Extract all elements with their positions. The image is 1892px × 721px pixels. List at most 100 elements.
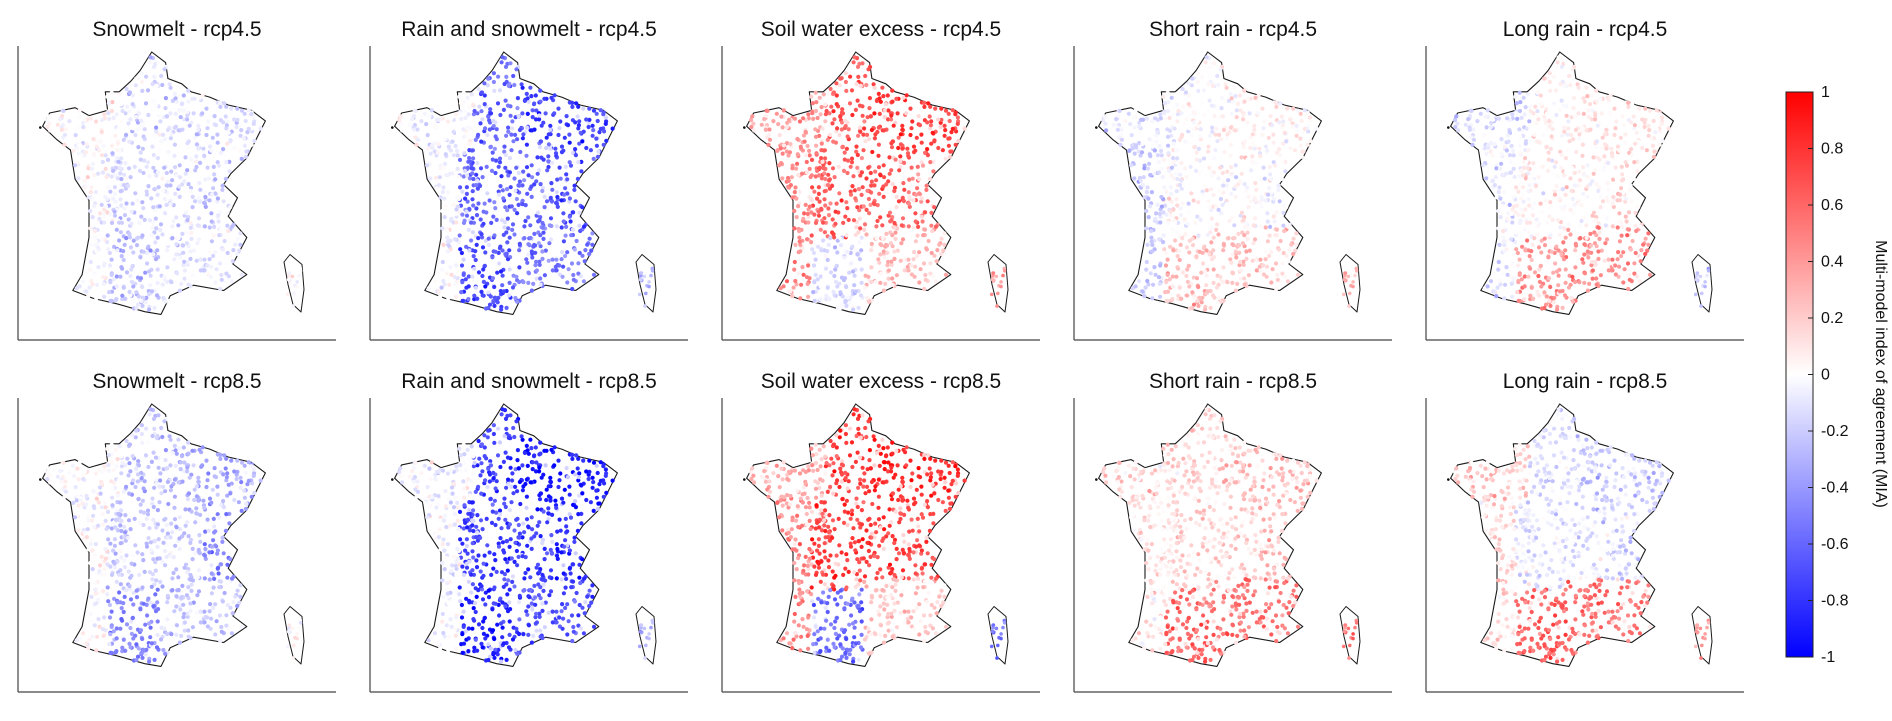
station-point [88,560,93,566]
station-point [178,108,183,113]
station-point [124,201,129,206]
station-point [763,127,769,132]
station-point [538,276,543,281]
station-point [155,267,160,272]
station-point [1492,141,1497,147]
station-point [1606,268,1611,273]
station-point [546,132,551,137]
station-point [214,267,219,272]
station-point [1585,184,1590,189]
station-point [494,217,499,222]
station-point [793,166,799,171]
station-point [157,500,162,505]
station-point [1182,217,1187,222]
station-point [1201,261,1206,266]
station-point [1623,196,1628,201]
station-point [938,124,943,130]
station-point [650,269,655,273]
station-point [1185,209,1190,214]
station-point [1563,267,1568,272]
station-point [880,128,885,133]
station-point [1594,282,1599,287]
station-point [1209,257,1215,262]
station-point [1226,224,1231,229]
station-point [528,128,533,133]
station-point [472,266,477,271]
station-point [1507,129,1512,134]
station-point [129,267,134,272]
station-point [826,242,831,247]
station-point [877,96,882,101]
station-point [1184,245,1190,250]
station-point [150,577,155,582]
station-point [1119,137,1125,142]
station-point [180,583,185,589]
station-point [1207,205,1212,210]
station-point [100,159,105,165]
station-point [1646,133,1651,138]
station-point [878,271,884,276]
station-point [120,293,125,298]
station-point [225,471,230,476]
station-point [1626,100,1631,105]
station-point [1154,139,1159,144]
station-point [831,139,836,144]
station-point [1208,74,1213,79]
station-point [809,94,814,99]
station-point [1242,139,1248,144]
station-point [111,467,116,473]
station-point [759,122,764,127]
station-point [1165,272,1170,277]
station-point [473,285,478,290]
station-point [1497,166,1503,171]
station-point [252,138,257,143]
station-point [461,257,466,262]
station-point [108,280,113,285]
station-point [1706,269,1711,273]
station-point [1159,153,1164,158]
station-point [90,196,95,201]
station-point [1504,148,1509,153]
station-point [1496,190,1501,195]
station-point [1230,280,1235,285]
station-point [817,165,823,170]
station-point [1617,239,1622,244]
station-point [1548,200,1553,205]
station-point [806,294,811,299]
station-point [1481,163,1486,168]
station-point [1164,212,1169,217]
station-point [1522,227,1527,232]
station-point [880,235,885,241]
station-point [894,194,899,199]
station-point [838,290,843,295]
station-point [799,282,804,287]
station-point [413,108,418,113]
station-point [1158,263,1163,268]
station-point [1617,211,1622,216]
station-point [112,209,117,214]
station-point [1641,242,1646,247]
station-point [155,632,160,638]
station-point [117,92,122,97]
station-point [927,176,933,181]
station-point [195,241,200,246]
station-point [989,292,994,297]
station-point [103,194,108,200]
station-point [513,295,518,301]
station-point [239,272,245,277]
station-point [1593,168,1598,173]
station-point [59,127,64,132]
station-point [1348,291,1352,296]
station-point [239,624,245,629]
station-point [553,146,558,151]
station-point [854,81,859,87]
station-point [1189,132,1194,138]
station-point [812,280,817,285]
station-point [1179,161,1184,166]
station-point [166,149,171,155]
station-point [1590,179,1595,184]
station-point [1268,224,1273,229]
station-point [933,279,939,284]
station-point [1576,111,1581,116]
station-point [1203,218,1209,223]
